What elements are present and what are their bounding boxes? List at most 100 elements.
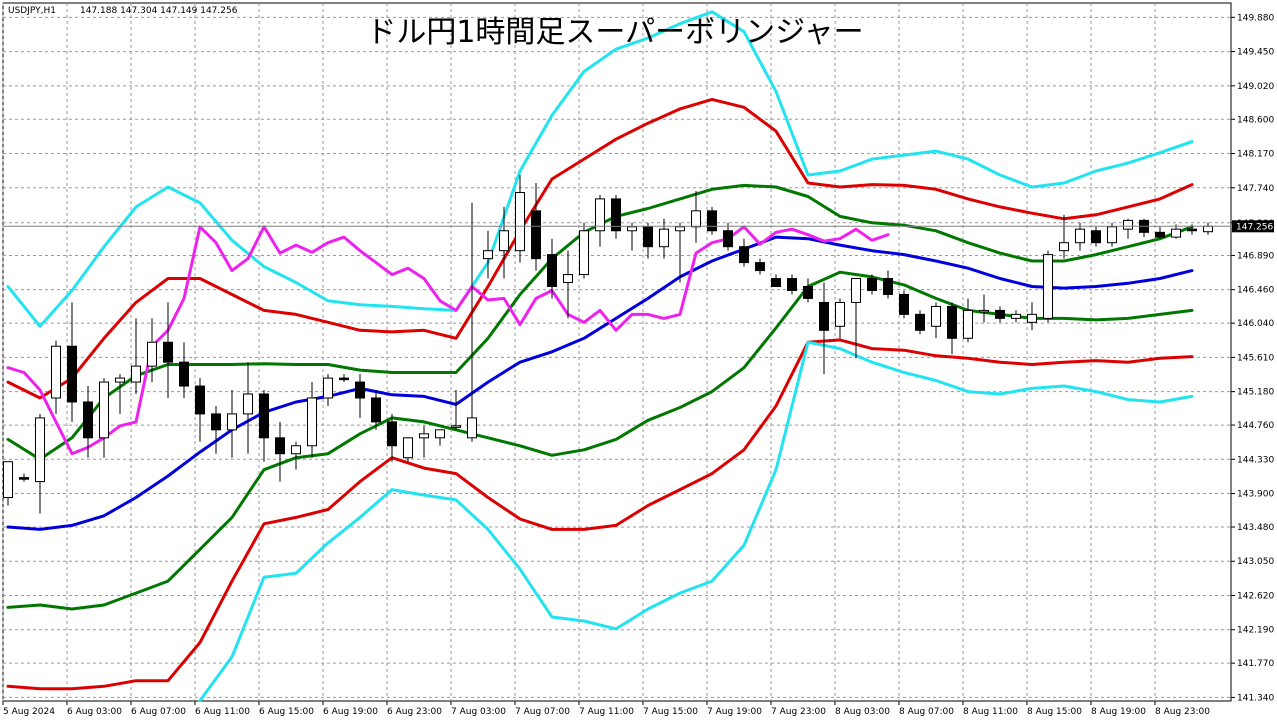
candle (867, 274, 877, 295)
x-tick-label: 7 Aug 15:00 (643, 707, 698, 717)
y-tick-label: 143.050 (1237, 557, 1274, 567)
symbol-label: USDJPY,H1 (8, 6, 56, 16)
candle (1155, 226, 1165, 239)
candle (579, 222, 589, 279)
candle-body-up (3, 461, 13, 499)
candle (451, 390, 461, 430)
candle (323, 374, 333, 406)
candle (547, 238, 557, 299)
candle (1027, 302, 1037, 331)
candle (179, 342, 189, 398)
candle-body-up (307, 397, 317, 447)
candle-body-down (387, 421, 397, 447)
candle-body-down (1091, 230, 1101, 244)
candle-body-up (451, 425, 461, 428)
x-tick-label: 8 Aug 19:00 (1091, 707, 1146, 717)
candle-body-up (1027, 313, 1037, 323)
candle (739, 238, 749, 267)
candle-body-up (851, 278, 861, 303)
y-tick-label: 142.620 (1237, 591, 1274, 601)
candle-body-up (931, 305, 941, 327)
candle (819, 282, 829, 375)
candle (83, 386, 93, 458)
y-tick-label: 144.330 (1237, 455, 1274, 465)
candle-body-up (595, 198, 605, 232)
candle (403, 437, 413, 462)
candle (835, 298, 845, 339)
candle-body-down (723, 230, 733, 248)
candle (611, 194, 621, 239)
candle (355, 374, 365, 418)
candle-body-down (531, 210, 541, 260)
y-tick-label: 141.340 (1237, 693, 1274, 703)
candle-body-down (1187, 228, 1197, 232)
x-tick-label: 6 Aug 03:00 (67, 707, 122, 717)
candle-body-down (195, 385, 205, 415)
series-band_m1 (6, 270, 1194, 611)
candle (195, 378, 205, 442)
candle (723, 222, 733, 251)
candle-body-down (211, 413, 221, 431)
candle (851, 278, 861, 359)
candle (1123, 218, 1133, 239)
candle-body-down (755, 262, 765, 272)
y-tick-label: 141.770 (1237, 659, 1274, 669)
candle-body-down (947, 305, 957, 339)
candle (227, 390, 237, 458)
candle (499, 206, 509, 279)
candle-body-up (627, 226, 637, 232)
candle-body-up (1171, 228, 1181, 238)
candle-body-up (435, 429, 445, 439)
x-tick-label: 8 Aug 11:00 (963, 707, 1018, 717)
candle-body-up (499, 230, 509, 252)
x-tick-label: 8 Aug 15:00 (1027, 707, 1082, 717)
candle (243, 362, 253, 454)
y-tick-label: 143.480 (1237, 523, 1274, 533)
y-tick-label: 146.040 (1237, 319, 1274, 329)
candle-body-down (355, 381, 365, 399)
y-tick-label: 149.020 (1237, 82, 1274, 92)
x-tick-label: 7 Aug 11:00 (579, 707, 634, 717)
candle (467, 202, 477, 442)
candle-body-up (115, 377, 125, 383)
y-tick-label: 143.900 (1237, 490, 1274, 500)
candle (659, 218, 669, 259)
candle (1059, 214, 1069, 259)
x-tick-label: 7 Aug 19:00 (707, 707, 762, 717)
candle (67, 302, 77, 422)
candle-body-down (883, 278, 893, 295)
series-band_p2 (6, 97, 1194, 400)
series-band_p3 (6, 10, 1194, 328)
candle-body-up (147, 341, 157, 367)
candle (979, 294, 989, 323)
candle-body-up (515, 192, 525, 252)
candle (387, 413, 397, 462)
current-price-tag: 147.256 (1232, 220, 1274, 233)
candle-body-up (579, 230, 589, 276)
current-price-label: 147.256 (1236, 222, 1273, 232)
candle-body-down (19, 477, 29, 480)
candle-body-down (643, 226, 653, 248)
series-ma_center (6, 235, 1194, 531)
y-tick-label: 147.740 (1237, 184, 1274, 194)
candle-body-down (83, 401, 93, 439)
candle-body-down (899, 293, 909, 315)
candle-body-up (51, 345, 61, 399)
y-tick-label: 142.190 (1237, 626, 1274, 636)
candle-body-down (259, 393, 269, 439)
candle-body-down (371, 397, 381, 423)
plot-area[interactable] (2, 2, 1232, 702)
candle-body-up (403, 437, 413, 459)
y-tick-label: 146.460 (1237, 286, 1274, 296)
candle-body-up (227, 413, 237, 431)
candle-body-up (675, 226, 685, 232)
y-tick-label: 145.180 (1237, 388, 1274, 398)
candle (51, 340, 61, 414)
candle-body-down (787, 278, 797, 291)
candle-body-up (979, 309, 989, 313)
candle (947, 302, 957, 355)
candle (115, 374, 125, 414)
candle-body-up (691, 210, 701, 228)
x-tick-label: 8 Aug 07:00 (899, 707, 954, 717)
